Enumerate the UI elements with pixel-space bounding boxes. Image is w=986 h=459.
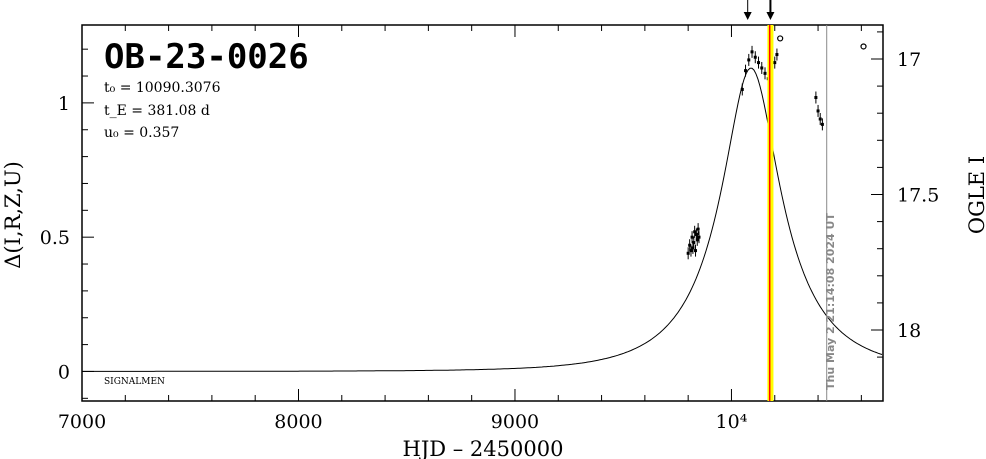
timestamp-label: Thu May 2 21:14:08 2024 UT xyxy=(824,213,837,390)
x-tick-label: 7000 xyxy=(58,411,106,433)
param-u0: u₀ = 0.357 xyxy=(104,125,179,141)
y-tick-label-left: 0.5 xyxy=(40,227,70,249)
data-point xyxy=(747,53,751,66)
data-point xyxy=(744,64,748,77)
data-point xyxy=(740,83,744,96)
data-point xyxy=(753,51,757,64)
y-tick-label-left: 0 xyxy=(58,361,70,383)
data-point xyxy=(693,225,697,238)
data-point xyxy=(820,118,824,131)
event-title: OB-23-0026 xyxy=(104,37,309,77)
data-point xyxy=(695,233,699,246)
y-tick-label-right: 18 xyxy=(897,320,921,342)
data-point xyxy=(775,48,779,61)
plot-frame xyxy=(81,24,884,402)
data-point xyxy=(814,91,818,104)
data-point xyxy=(818,113,822,125)
y-axis-title-left: Δ(I,R,Z,U) xyxy=(1,161,25,269)
param-t0: t₀ = 10090.3076 xyxy=(104,80,221,96)
model-curve xyxy=(82,67,883,372)
x-tick-label: 8000 xyxy=(274,411,322,433)
data-point xyxy=(763,67,767,80)
x-axis-title: HJD – 2450000 xyxy=(403,437,564,459)
outlier-point xyxy=(777,35,784,42)
x-tick-label: 9000 xyxy=(491,411,539,433)
y-tick-label-left: 1 xyxy=(58,93,70,115)
data-point xyxy=(697,231,701,244)
data-point xyxy=(694,244,698,257)
y-tick-label-right: 17.5 xyxy=(897,185,939,207)
data-point xyxy=(757,56,761,69)
y-tick-label-right: 17 xyxy=(897,49,921,71)
outlier-point xyxy=(860,43,867,50)
data-point xyxy=(760,61,764,74)
data-point xyxy=(689,244,693,257)
x-tick-label: 10⁴ xyxy=(716,411,748,433)
signalmen-label: SIGNALMEN xyxy=(104,377,165,387)
data-point xyxy=(686,247,690,260)
y-axis-title-right: OGLE I xyxy=(965,156,986,234)
arrow-marker xyxy=(743,0,752,20)
data-point xyxy=(750,45,754,58)
data-point xyxy=(696,223,700,236)
data-point xyxy=(816,104,820,117)
data-point xyxy=(692,236,696,249)
param-tE: t_E = 381.08 d xyxy=(104,103,210,119)
data-point xyxy=(773,56,777,69)
data-point xyxy=(690,231,694,244)
arrow-marker xyxy=(766,0,775,20)
